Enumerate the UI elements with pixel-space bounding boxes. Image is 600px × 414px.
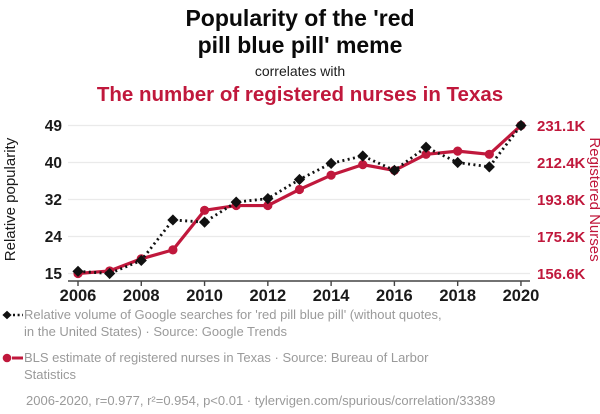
nurses-data-point — [453, 146, 463, 156]
chart-header: Popularity of the 'red pill blue pill' m… — [0, 0, 600, 107]
nurses-data-point — [199, 205, 210, 215]
x-tick-label: 2008 — [123, 287, 160, 303]
right-tick-label: 175.2K — [537, 229, 586, 246]
x-tick-label: 2010 — [186, 287, 223, 303]
searches-data-point — [104, 267, 116, 280]
left-tick-label: 40 — [45, 155, 62, 172]
searches-data-point — [230, 196, 242, 208]
searches-data-point — [483, 161, 495, 173]
searches-data-point — [135, 254, 147, 267]
left-tick-label: 32 — [45, 192, 62, 209]
right-axis-title: Registered Nurses — [586, 137, 600, 261]
nurses-data-point — [358, 160, 368, 170]
x-tick-label: 2020 — [503, 287, 540, 303]
searches-data-point — [325, 157, 337, 169]
left-tick-label: 15 — [45, 266, 63, 283]
nurses-series-marker-icon — [2, 353, 23, 363]
nurses-data-point — [263, 200, 273, 211]
searches-data-point — [293, 173, 306, 186]
x-tick-label: 2014 — [313, 287, 351, 303]
legend-row-nurses: BLS estimate of registered nurses in Tex… — [2, 349, 600, 383]
stats-footnote: 2006-2020, r=0.977, r²=0.954, p<0.01 · t… — [26, 393, 496, 408]
searches-data-point — [198, 216, 211, 228]
nurses-data-point — [484, 149, 494, 159]
legend-row-searches: Relative volume of Google searches for '… — [2, 306, 600, 340]
x-tick-label: 2006 — [60, 287, 97, 303]
chart-area: 49 231.1K 40 212.4K 32 193.8K 24 175.2K 15 156.6K… — [0, 108, 600, 305]
correlates-with-text: correlates with — [254, 63, 346, 79]
right-tick-label: 156.6K — [537, 266, 586, 283]
correlation-chart: 49 231.1K 40 212.4K 32 193.8K 24 175.2K 15 156.6K… — [2, 118, 600, 305]
searches-series-marker-icon — [2, 310, 23, 320]
searches-data-point — [420, 141, 432, 153]
left-axis-title: Relative popularity — [2, 137, 19, 261]
x-tick-label: 2018 — [439, 287, 476, 303]
nurses-data-point — [168, 245, 178, 255]
right-tick-label: 193.8K — [537, 192, 586, 209]
subtitle: The number of registered nurses in Texas — [96, 83, 504, 106]
searches-data-point — [262, 193, 274, 205]
searches-data-point — [452, 156, 464, 169]
searches-data-point — [167, 214, 179, 226]
nurses-data-point — [294, 184, 305, 195]
title-line-1: Popularity of the 'red — [185, 5, 415, 31]
searches-data-point — [388, 164, 400, 176]
left-tick-label: 49 — [45, 118, 63, 135]
page-title: Popularity of the 'red pill blue pill' m… — [0, 5, 600, 59]
left-tick-label: 24 — [45, 229, 63, 246]
searches-data-point — [515, 119, 527, 132]
legend: Relative volume of Google searches for '… — [0, 303, 600, 409]
right-tick-label: 212.4K — [537, 155, 586, 172]
title-line-2: pill blue pill' meme — [197, 32, 403, 58]
legend-label-searches: Relative volume of Google searches for '… — [24, 307, 442, 339]
nurses-data-point — [421, 149, 431, 159]
x-tick-label: 2012 — [249, 287, 286, 303]
x-tick-label: 2016 — [376, 287, 413, 303]
searches-data-point — [357, 150, 369, 162]
nurses-data-point — [326, 170, 336, 180]
legend-label-nurses: BLS estimate of registered nurses in Tex… — [24, 350, 429, 382]
right-tick-label: 231.1K — [537, 118, 586, 135]
